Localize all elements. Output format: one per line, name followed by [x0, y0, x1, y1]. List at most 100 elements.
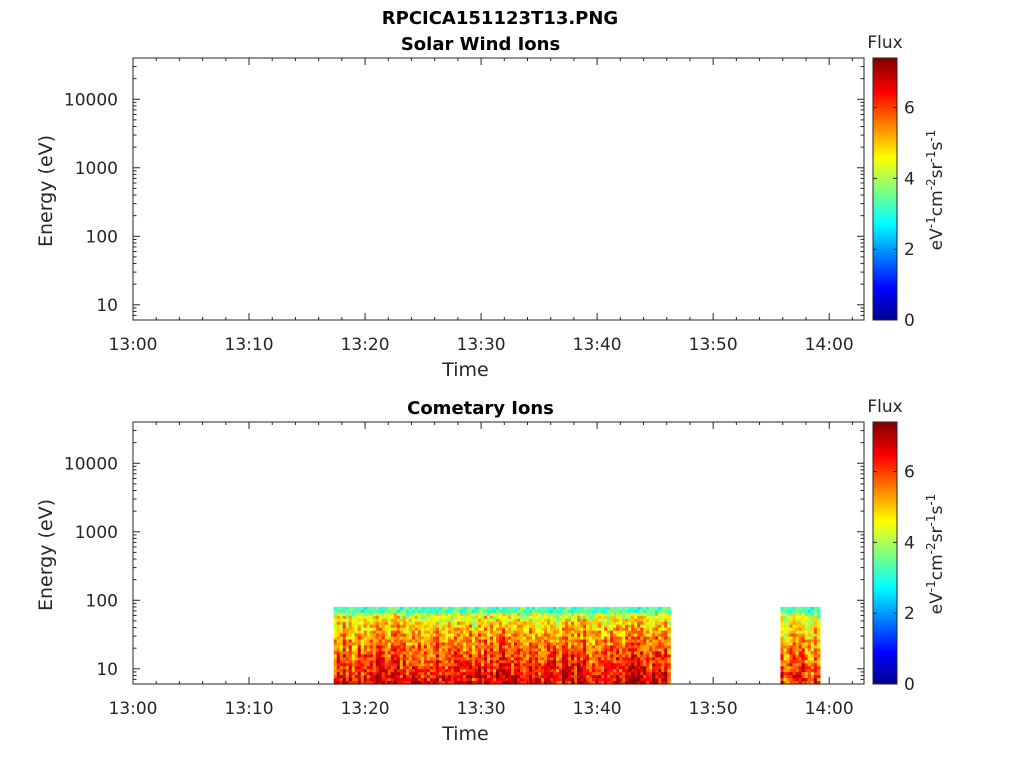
heatmap-cell [628, 645, 632, 650]
heatmap-cell [342, 615, 347, 620]
heatmap-cell [553, 657, 557, 661]
heatmap-cell [393, 606, 398, 611]
heatmap-cell [607, 651, 611, 655]
heatmap-cell [529, 657, 533, 661]
heatmap-cell [613, 606, 617, 611]
heatmap-cell [402, 657, 407, 661]
heatmap-cell [348, 633, 353, 638]
heatmap-cell [450, 657, 455, 661]
heatmap-cell [580, 627, 584, 632]
heatmap-cell [535, 624, 539, 629]
heatmap-cell [598, 624, 602, 629]
heatmap-cell [517, 657, 521, 661]
heatmap-cell [658, 627, 662, 632]
heatmap-cell [595, 621, 599, 626]
heatmap-cell [474, 681, 479, 685]
heatmap-cell [804, 636, 809, 641]
heatmap-cell [604, 648, 608, 652]
heatmap-cell [354, 627, 359, 632]
heatmap-cell [474, 627, 479, 632]
heatmap-cell [459, 660, 464, 664]
heatmap-cell [351, 639, 356, 644]
heatmap-cell [634, 621, 638, 626]
heatmap-cell [538, 681, 542, 685]
heatmap-cell [363, 624, 368, 629]
heatmap-cell [342, 675, 347, 679]
heatmap-cell [523, 606, 527, 611]
heatmap-cell [610, 633, 614, 638]
heatmap-cell [474, 639, 479, 644]
heatmap-cell [553, 636, 557, 641]
heatmap-cell [498, 648, 503, 652]
heatmap-cell [492, 675, 497, 679]
heatmap-cell [453, 666, 458, 670]
heatmap-cell [816, 675, 821, 679]
heatmap-cell [637, 675, 641, 679]
heatmap-cell [426, 630, 431, 635]
heatmap-cell [664, 660, 668, 664]
heatmap-cell [357, 651, 362, 655]
heatmap-cell [333, 651, 338, 655]
heatmap-cell [357, 660, 362, 664]
heatmap-cell [402, 609, 407, 614]
heatmap-cell [553, 609, 557, 614]
heatmap-cell [801, 636, 806, 641]
heatmap-cell [498, 639, 503, 644]
heatmap-cell [801, 675, 806, 679]
heatmap-cell [631, 621, 635, 626]
heatmap-cell [595, 624, 599, 629]
heatmap-cell [655, 621, 659, 626]
heatmap-cell [426, 651, 431, 655]
heatmap-cell [634, 612, 638, 617]
heatmap-cell [589, 624, 593, 629]
heatmap-cell [816, 606, 821, 611]
heatmap-cell [423, 609, 428, 614]
heatmap-cell [538, 678, 542, 682]
heatmap-cell [625, 681, 629, 685]
heatmap-cell [813, 678, 818, 682]
heatmap-cell [450, 636, 455, 641]
heatmap-cell [658, 630, 662, 635]
heatmap-cell [574, 666, 578, 670]
heatmap-cell [807, 678, 812, 682]
heatmap-cell [550, 675, 554, 679]
heatmap-cell [598, 636, 602, 641]
heatmap-cell [544, 615, 548, 620]
heatmap-cell [652, 645, 656, 650]
heatmap-cell [789, 606, 794, 611]
heatmap-cell [568, 621, 572, 626]
heatmap-cell [450, 645, 455, 650]
heatmap-cell [477, 609, 482, 614]
heatmap-cell [372, 627, 377, 632]
heatmap-cell [354, 606, 359, 611]
heatmap-cell [529, 678, 533, 682]
heatmap-cell [562, 675, 566, 679]
heatmap-cell [810, 633, 815, 638]
heatmap-cell [649, 606, 653, 611]
heatmap-cell [459, 678, 464, 682]
heatmap-cell [646, 621, 650, 626]
heatmap-cell [372, 645, 377, 650]
heatmap-cell [631, 666, 635, 670]
heatmap-cell [595, 630, 599, 635]
heatmap-cell [798, 624, 803, 629]
heatmap-cell [342, 681, 347, 685]
heatmap-cell [562, 621, 566, 626]
heatmap-cell [342, 648, 347, 652]
heatmap-cell [577, 624, 581, 629]
heatmap-cell [613, 648, 617, 652]
heatmap-cell [571, 678, 575, 682]
heatmap-cell [589, 609, 593, 614]
heatmap-cell [631, 624, 635, 629]
heatmap-cell [354, 645, 359, 650]
heatmap-cell [547, 681, 551, 685]
heatmap-cell [571, 621, 575, 626]
heatmap-cell [414, 630, 419, 635]
heatmap-cell [520, 612, 524, 617]
heatmap-cell [429, 669, 434, 673]
heatmap-cell [405, 648, 410, 652]
heatmap-cell [354, 630, 359, 635]
heatmap-cell [786, 630, 791, 635]
heatmap-cell [339, 636, 344, 641]
heatmap-cell [345, 660, 350, 664]
